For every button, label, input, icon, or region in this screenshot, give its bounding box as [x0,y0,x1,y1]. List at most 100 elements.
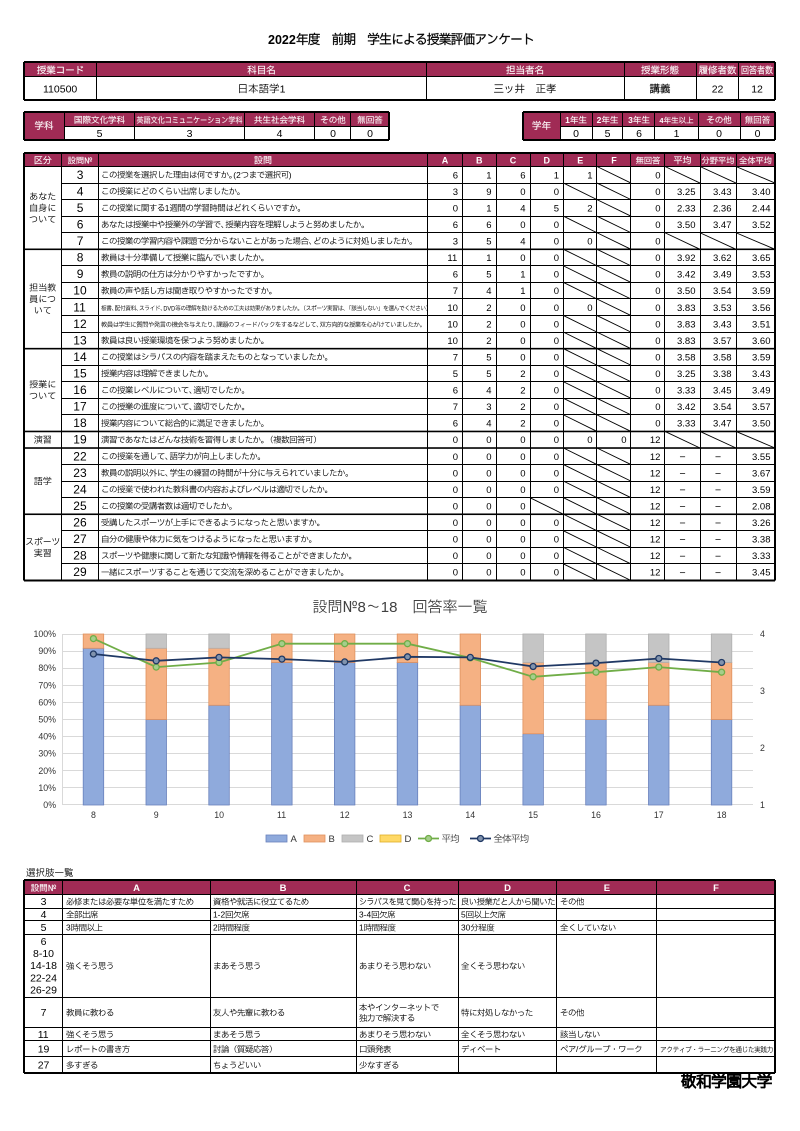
svg-text:0: 0 [587,237,592,248]
svg-text:0: 0 [520,535,525,546]
svg-text:2: 2 [520,386,525,397]
svg-text:F: F [611,156,617,166]
svg-text:6: 6 [41,936,47,948]
svg-text:9: 9 [154,810,159,820]
svg-text:3.38: 3.38 [752,535,771,546]
svg-text:0: 0 [520,502,525,513]
svg-text:2.44: 2.44 [752,203,771,214]
svg-text:0: 0 [520,452,525,463]
svg-text:3.83: 3.83 [677,336,696,347]
svg-text:12: 12 [650,452,661,463]
svg-text:14: 14 [465,810,475,820]
svg-text:11: 11 [38,1029,49,1041]
svg-text:2022: 2022 [268,32,296,47]
svg-text:3.83: 3.83 [677,319,696,330]
svg-text:9: 9 [77,267,84,281]
svg-text:26: 26 [73,516,87,530]
svg-text:D: D [544,156,551,166]
svg-text:0: 0 [587,435,592,446]
svg-text:0: 0 [554,435,559,446]
svg-text:50%: 50% [38,715,56,725]
svg-text:6: 6 [486,220,491,231]
svg-text:24: 24 [73,482,87,496]
svg-text:5: 5 [486,237,491,248]
svg-text:1: 1 [674,128,680,140]
svg-text:): ) [289,170,292,180]
svg-text:25: 25 [73,499,87,513]
svg-text:6: 6 [453,170,458,181]
svg-text:0: 0 [655,369,660,380]
svg-text:9: 9 [486,187,491,198]
svg-text:3.50: 3.50 [677,220,696,231]
svg-text:3.49: 3.49 [713,270,732,281]
svg-text:12: 12 [340,810,350,820]
svg-text:0: 0 [453,203,458,214]
svg-text:3.59: 3.59 [752,352,771,363]
svg-text:90%: 90% [38,646,56,656]
svg-text:2.08: 2.08 [752,502,771,513]
svg-text:0: 0 [554,336,559,347]
svg-text:4: 4 [486,419,491,430]
svg-text:3.54: 3.54 [713,286,732,297]
svg-text:11: 11 [73,300,86,314]
svg-text:11: 11 [447,253,457,264]
svg-text:B: B [280,883,287,894]
svg-text:3.43: 3.43 [713,187,732,198]
svg-text:0: 0 [621,435,626,446]
svg-text:5: 5 [77,201,84,215]
svg-text:3.49: 3.49 [752,386,771,397]
svg-text:4: 4 [520,237,525,248]
svg-text:0: 0 [486,452,491,463]
svg-text:3.60: 3.60 [752,336,771,347]
svg-text:3.38: 3.38 [713,369,732,380]
svg-text:1: 1 [359,923,364,933]
svg-text:0: 0 [453,452,458,463]
svg-text:11: 11 [277,810,286,820]
svg-text:0: 0 [655,286,660,297]
svg-text:0: 0 [655,203,660,214]
svg-text:12: 12 [650,518,661,529]
svg-text:5: 5 [605,128,611,140]
svg-text:28: 28 [73,549,87,563]
svg-text:3.47: 3.47 [713,419,732,430]
svg-text:110500: 110500 [43,84,77,96]
svg-text:0: 0 [655,270,660,281]
svg-text:0: 0 [554,369,559,380]
svg-text:22-24: 22-24 [30,973,57,985]
svg-text:10: 10 [73,284,87,298]
svg-text:0: 0 [554,402,559,413]
svg-text:0: 0 [655,402,660,413]
svg-text:0: 0 [716,128,722,140]
svg-text:17: 17 [73,400,87,414]
svg-text:7: 7 [453,352,458,363]
svg-text:0: 0 [554,352,559,363]
svg-text:0: 0 [453,551,458,562]
svg-text:3.40: 3.40 [752,187,771,198]
svg-text:3.83: 3.83 [677,303,696,314]
svg-text:22: 22 [712,84,724,96]
svg-text:15: 15 [73,367,87,381]
svg-text:0: 0 [520,319,525,330]
svg-text:0: 0 [655,253,660,264]
svg-text:0: 0 [554,220,559,231]
svg-text:0: 0 [655,237,660,248]
svg-text:0: 0 [655,419,660,430]
svg-text:27: 27 [73,532,87,546]
svg-text:0: 0 [486,551,491,562]
svg-text:5: 5 [461,910,466,920]
svg-text:0: 0 [554,253,559,264]
svg-text:12: 12 [650,535,661,546]
svg-text:3.56: 3.56 [752,303,771,314]
svg-text:1-2: 1-2 [213,910,225,920]
svg-text:0: 0 [486,568,491,579]
svg-text:1: 1 [520,270,525,281]
svg-text:0: 0 [453,518,458,529]
svg-text:12: 12 [751,84,763,96]
svg-text:0: 0 [554,419,559,430]
svg-text:7: 7 [77,234,84,248]
svg-text:18: 18 [381,599,398,616]
svg-text:1: 1 [565,115,570,125]
svg-text:14-18: 14-18 [30,960,57,972]
svg-text:19: 19 [38,1044,50,1056]
svg-text:14: 14 [73,350,87,364]
